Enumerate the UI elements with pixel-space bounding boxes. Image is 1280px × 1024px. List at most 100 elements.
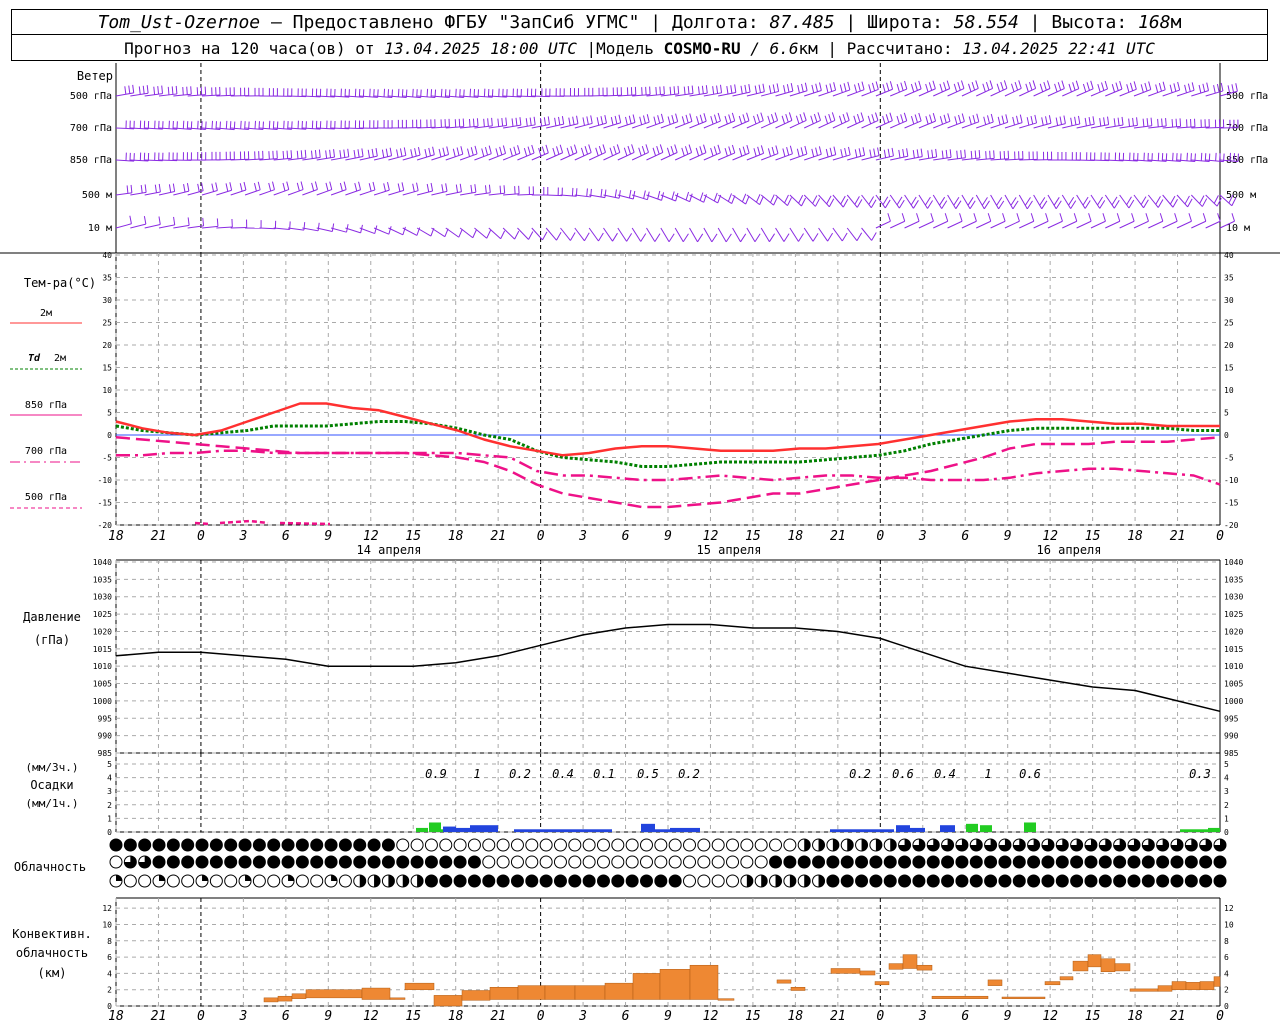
wind-barb-tick bbox=[545, 144, 549, 154]
wind-barb-tick bbox=[428, 147, 431, 157]
wind-barb-tick bbox=[675, 192, 679, 202]
wind-barb-tick bbox=[1010, 197, 1017, 206]
precip-bar-blue bbox=[514, 829, 530, 832]
cloud-cover-mark bbox=[1113, 855, 1127, 869]
wind-barb-tick bbox=[682, 233, 689, 243]
wind-barb bbox=[460, 95, 479, 98]
wind-barb-tick bbox=[918, 80, 922, 90]
alt-unit: м bbox=[1170, 12, 1182, 33]
wind-barb-tick bbox=[691, 85, 694, 94]
wind-barb bbox=[1019, 220, 1034, 229]
wind-barb-tick bbox=[1157, 199, 1164, 208]
wind-barb-tick bbox=[1174, 213, 1178, 222]
cloud-cover-mark bbox=[912, 874, 926, 888]
pres-y-tick-left: 1000 bbox=[93, 697, 112, 706]
cloud-cover-mark bbox=[1170, 874, 1184, 888]
wind-barb-tick bbox=[873, 148, 876, 157]
wind-barb-tick bbox=[824, 115, 829, 124]
wind-barb-tick bbox=[655, 86, 657, 96]
x-tick-top: 12 bbox=[1042, 529, 1058, 544]
precip-y-tick-right: 2 bbox=[1224, 801, 1229, 810]
wind-barb-tick bbox=[969, 200, 976, 210]
cloud-cover-mark bbox=[181, 874, 195, 888]
wind-barb bbox=[918, 220, 934, 229]
alt-value: 168 bbox=[1138, 12, 1171, 33]
wind-barb bbox=[689, 92, 708, 97]
wind-barb bbox=[1148, 159, 1167, 162]
cloud-cover-fill bbox=[804, 839, 811, 851]
wind-barb-tick bbox=[783, 85, 786, 94]
cloud-cover-fill bbox=[1013, 839, 1026, 852]
wind-barb-tick bbox=[1113, 118, 1116, 127]
wind-barb-tick bbox=[197, 183, 200, 192]
wind-barb bbox=[1176, 126, 1195, 129]
wind-barb-tick bbox=[500, 230, 506, 239]
wind-barb bbox=[216, 189, 232, 196]
wind-barb-tick bbox=[632, 114, 636, 123]
wind-barb-tick bbox=[402, 226, 406, 236]
wind-barb-tick bbox=[1117, 117, 1120, 126]
calc-time: 13.04.2025 22:41 UTC bbox=[962, 39, 1155, 58]
conv-y-tick-right: 10 bbox=[1224, 920, 1234, 929]
wind-barb bbox=[789, 119, 807, 129]
cloud-cover-mark bbox=[1170, 855, 1184, 869]
wind-barb-tick bbox=[1003, 80, 1008, 89]
cloud-cover-fill bbox=[288, 875, 295, 881]
cloud-cover-mark bbox=[252, 874, 266, 888]
wind-barb-tick bbox=[286, 181, 290, 190]
wind-barb bbox=[230, 189, 247, 196]
cloud-cover-fill bbox=[374, 875, 381, 887]
x-tick-top: 15 bbox=[745, 529, 761, 544]
wind-barb-tick bbox=[558, 116, 561, 126]
wind-barb-tick bbox=[424, 148, 428, 158]
wind-barb-tick bbox=[854, 196, 860, 205]
wind-barb-tick bbox=[588, 144, 592, 153]
wind-barb-tick bbox=[523, 147, 528, 157]
cloud-cover-fill bbox=[789, 875, 796, 887]
cloud-cover-mark bbox=[998, 874, 1012, 888]
wind-barb bbox=[1019, 158, 1038, 161]
wind-barb-tick bbox=[882, 84, 886, 93]
pres-y-tick-right: 990 bbox=[1224, 732, 1239, 741]
wind-barb-tick bbox=[769, 233, 776, 242]
pres-y-tick-right: 1005 bbox=[1224, 680, 1243, 689]
wind-barb-tick bbox=[357, 149, 360, 158]
cloud-cover-mark bbox=[654, 838, 668, 852]
calc-label: | Рассчитано: bbox=[827, 39, 953, 58]
cloud-cover-fill bbox=[202, 875, 209, 881]
cloud-cover-mark bbox=[166, 874, 180, 888]
x-tick-bottom: 18 bbox=[108, 1009, 124, 1024]
pres-y-tick-right: 1000 bbox=[1224, 697, 1243, 706]
alt-label: Высота: bbox=[1051, 12, 1128, 33]
temp-y-tick-right: -20 bbox=[1224, 521, 1239, 530]
x-tick-bottom: 21 bbox=[151, 1009, 167, 1024]
wind-barb-tick bbox=[815, 147, 818, 156]
wind-barb-tick bbox=[538, 147, 542, 157]
wind-barb-tick bbox=[954, 116, 958, 125]
cloud-cover-mark bbox=[310, 838, 324, 852]
wind-barb-tick bbox=[927, 200, 934, 209]
wind-barb bbox=[259, 189, 275, 196]
wind-barb-tick bbox=[517, 145, 521, 154]
wind-barb-tick bbox=[833, 82, 837, 91]
wind-barb-tick bbox=[628, 189, 632, 199]
wind-barb-tick bbox=[833, 146, 837, 155]
cloud-cover-mark bbox=[324, 838, 338, 852]
wind-barb bbox=[388, 227, 404, 236]
cloud-cover-fill bbox=[159, 875, 166, 881]
wind-barb bbox=[359, 189, 376, 196]
wind-barb bbox=[588, 227, 599, 242]
wind-barb-tick bbox=[771, 146, 775, 156]
wind-barb bbox=[832, 227, 843, 242]
cloud-cover-mark bbox=[1184, 874, 1198, 888]
wind-barb-tick bbox=[697, 86, 700, 95]
wind-barb-tick bbox=[900, 114, 904, 123]
wind-barb bbox=[417, 126, 436, 129]
x-tick-bottom: 6 bbox=[622, 1009, 630, 1024]
wind-barb-tick bbox=[1229, 152, 1231, 161]
wind-barb-tick bbox=[1184, 195, 1190, 205]
wind-barb-tick bbox=[1179, 118, 1182, 127]
cloud-cover-mark bbox=[726, 874, 740, 888]
wind-barb bbox=[875, 155, 894, 161]
wind-barb bbox=[761, 90, 779, 97]
